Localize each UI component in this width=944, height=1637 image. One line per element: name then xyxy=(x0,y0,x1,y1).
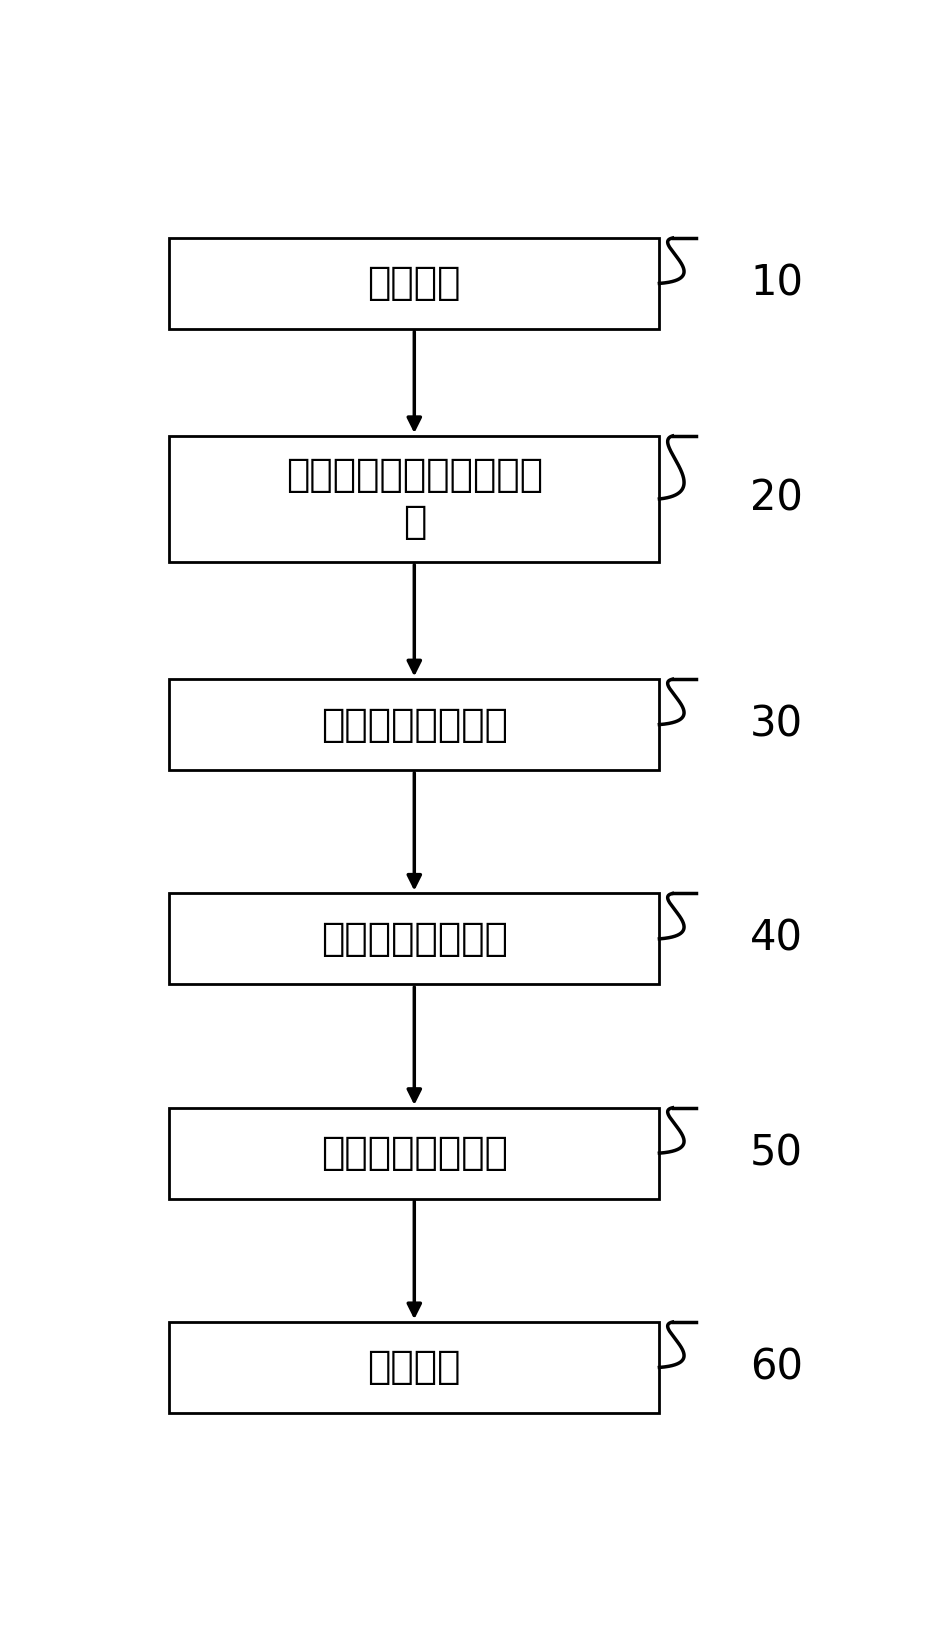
Text: 10: 10 xyxy=(750,262,803,304)
Bar xyxy=(169,679,659,769)
Text: 60: 60 xyxy=(750,1347,803,1388)
Text: 20: 20 xyxy=(750,478,803,521)
Bar xyxy=(169,1323,659,1413)
Text: 板坯宽度确定模块: 板坯宽度确定模块 xyxy=(321,706,508,743)
Text: 获取模块: 获取模块 xyxy=(367,265,461,303)
Text: 30: 30 xyxy=(750,704,803,745)
Bar xyxy=(169,1108,659,1198)
Text: 板材规格控制参数确定模
块: 板材规格控制参数确定模 块 xyxy=(286,457,543,542)
Text: 40: 40 xyxy=(750,918,803,959)
Bar xyxy=(169,237,659,329)
Bar xyxy=(169,435,659,561)
Text: 板坯长度确定模块: 板坯长度确定模块 xyxy=(321,1134,508,1172)
Text: 50: 50 xyxy=(750,1133,803,1174)
Bar xyxy=(169,894,659,984)
Text: 发送模块: 发送模块 xyxy=(367,1349,461,1387)
Text: 板坯重量确定模块: 板坯重量确定模块 xyxy=(321,920,508,958)
